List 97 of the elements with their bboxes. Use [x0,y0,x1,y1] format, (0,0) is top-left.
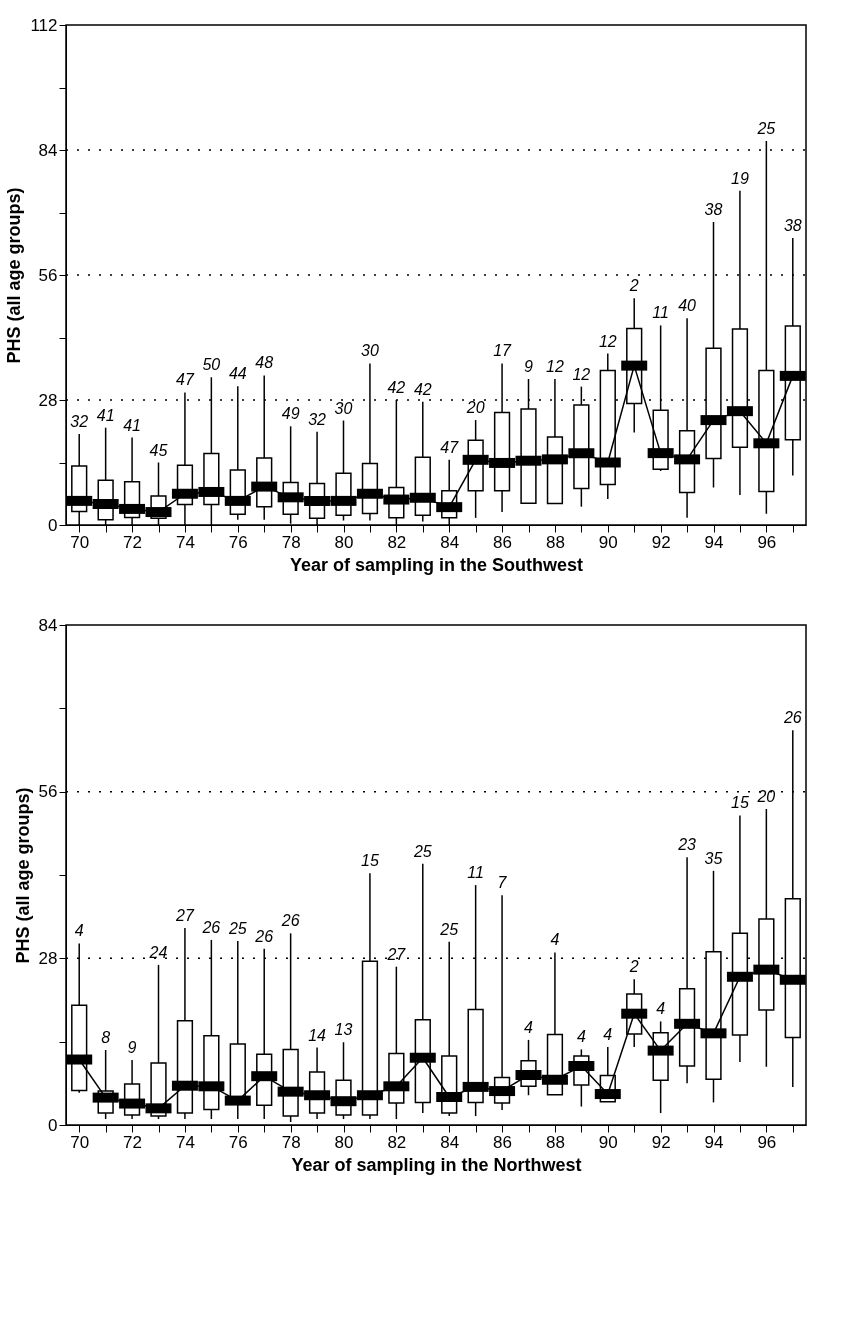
x-tick-label: 94 [704,532,724,552]
x-tick-label: 92 [651,1132,671,1152]
annotation: 42 [387,379,406,396]
annotation: 45 [149,441,168,459]
annotation: 4 [524,1018,534,1036]
annotation: 4 [656,1000,666,1018]
y-tick-label: 84 [38,615,58,635]
x-tick-label: 78 [281,532,301,552]
annotation: 26 [254,927,274,945]
x-tick-label: 94 [704,1132,724,1152]
y-axis-title: PHS (all age groups) [12,787,33,964]
x-tick-label: 84 [440,532,460,552]
annotation: 12 [572,365,591,383]
annotation: 4 [603,1026,613,1044]
y-tick-label: 28 [38,948,58,968]
annotation: 25 [439,920,459,938]
annotation: 27 [386,945,407,963]
annotation: 26 [280,912,300,930]
annotation: 25 [412,842,432,860]
annotation: 32 [70,412,89,430]
x-tick-label: 82 [387,532,407,552]
annotation: 4 [74,922,84,940]
x-tick-label: 76 [228,1132,248,1152]
x-tick-label: 80 [334,532,354,552]
annotation: 19 [731,169,749,187]
annotation: 26 [782,709,802,727]
y-tick-label: 56 [38,782,58,802]
y-axis-title: PHS (all age groups) [4,187,25,364]
y-tick-label: 28 [38,390,58,410]
x-tick-label: 86 [493,1132,513,1152]
annotation: 42 [413,380,432,398]
annotation: 20 [465,399,485,417]
annotation: 24 [148,943,168,961]
annotation: 50 [202,356,221,374]
annotation: 7 [497,874,508,892]
x-tick-label: 78 [281,1132,301,1152]
annotation: 12 [546,358,564,376]
annotation: 25 [756,120,776,138]
x-tick-label: 86 [493,532,513,552]
x-tick-label: 84 [440,1132,460,1152]
x-tick-label: 72 [123,1132,143,1152]
x-tick-label: 82 [387,1132,407,1152]
annotation: 2 [628,958,639,976]
x-tick-label: 88 [545,532,565,552]
x-tick-label: 96 [757,532,777,552]
y-tick-label: 112 [30,15,58,35]
x-tick-label: 72 [123,532,143,552]
y-tick-label: 56 [38,265,58,285]
annotation: 11 [652,304,669,322]
y-tick-label: 84 [38,140,58,160]
x-axis-title: Year of sampling in the Northwest [291,1154,582,1175]
y-tick-label: 0 [48,515,58,535]
annotation: 23 [677,836,697,854]
annotation: 30 [334,399,353,417]
annotation: 14 [308,1026,327,1044]
annotation: 49 [281,405,300,423]
annotation: 47 [440,438,460,456]
annotation: 47 [176,371,195,389]
x-tick-label: 80 [334,1132,354,1152]
x-tick-label: 96 [757,1132,777,1152]
annotation: 38 [704,200,723,218]
annotation: 11 [467,864,484,882]
annotation: 9 [127,1039,137,1057]
annotation: 20 [756,787,776,805]
annotation: 8 [101,1029,111,1046]
x-tick-label: 70 [70,1132,90,1152]
annotation: 44 [228,365,247,383]
annotation: 13 [334,1021,353,1039]
annotation: 17 [493,342,513,360]
annotation: 32 [308,410,327,428]
x-tick-label: 70 [70,532,90,552]
x-tick-label: 90 [598,1132,618,1152]
annotation: 35 [704,849,723,867]
annotation: 2 [628,277,639,295]
x-tick-label: 92 [651,532,671,552]
annotation: 4 [576,1028,586,1046]
x-tick-label: 74 [175,1132,195,1152]
annotation: 48 [255,354,274,372]
annotation: 9 [524,358,534,376]
annotation: 38 [783,216,802,234]
annotation: 4 [550,931,560,949]
annotation: 12 [598,332,617,350]
y-tick-label: 0 [48,1115,58,1135]
annotation: 41 [123,416,141,434]
x-tick-label: 74 [175,532,195,552]
annotation: 15 [361,852,379,870]
annotation: 26 [201,918,221,936]
annotation: 15 [731,794,749,812]
annotation: 40 [678,297,697,315]
annotation: 25 [227,920,247,938]
x-tick-label: 76 [228,532,248,552]
x-axis-title: Year of sampling in the Southwest [289,554,584,575]
x-tick-label: 90 [598,532,618,552]
annotation: 27 [175,906,195,924]
x-tick-label: 88 [545,1132,565,1152]
annotation: 30 [361,342,379,360]
annotation: 41 [96,406,115,424]
